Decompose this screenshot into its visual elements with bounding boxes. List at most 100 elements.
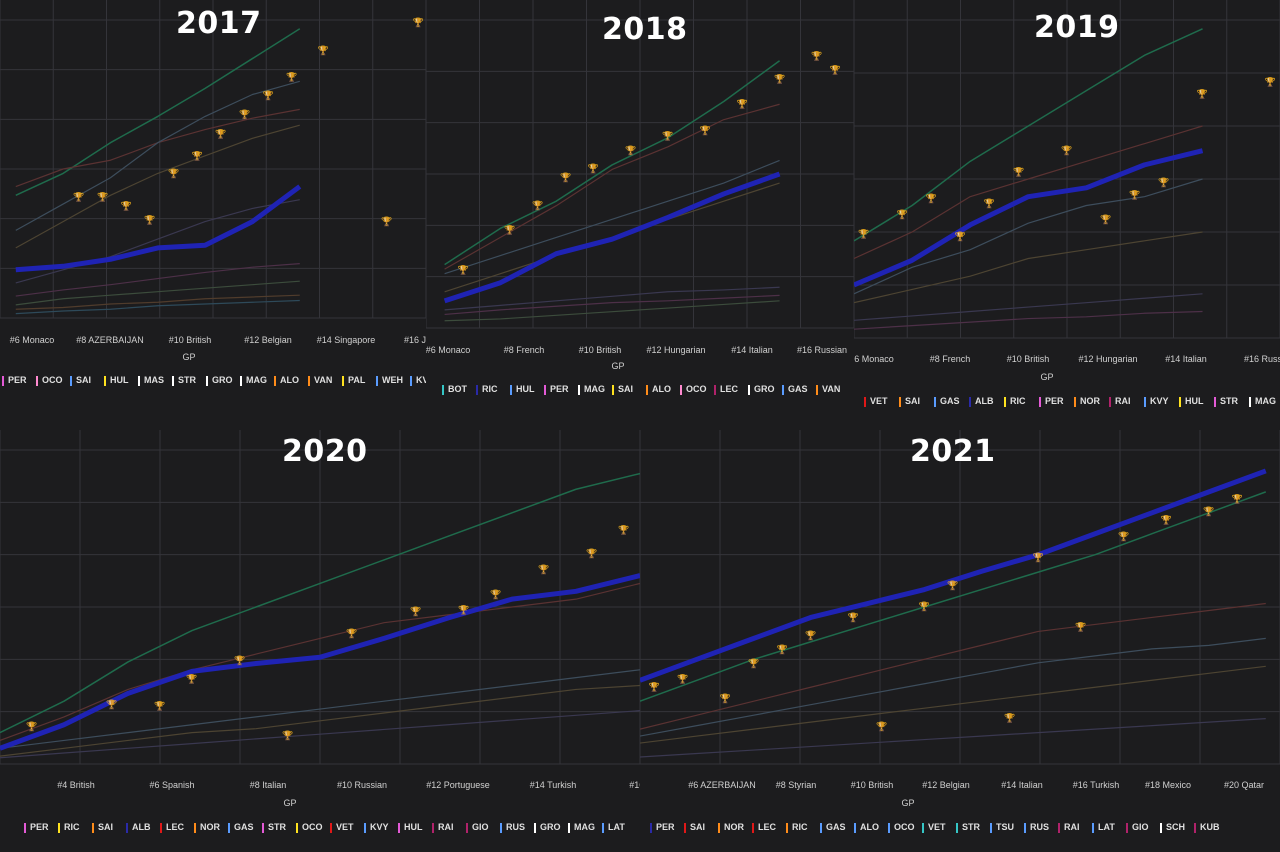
legend-item-gas[interactable]: GAS [228,822,254,833]
legend-item-oco[interactable]: OCO [36,375,63,386]
legend-item-lat[interactable]: LAT [602,822,625,833]
legend-swatch [160,823,162,833]
legend-item-ric[interactable]: RIC [1004,396,1026,407]
x-axis-title: GP [182,352,196,362]
legend-item-rai[interactable]: RAI [1058,822,1080,833]
legend-item-mag[interactable]: MAG [1249,396,1276,407]
legend-item-tsu[interactable]: TSU [990,822,1014,833]
legend-item-per[interactable]: PER [1039,396,1064,407]
legend-item-hul[interactable]: HUL [510,384,535,395]
legend-item-mag[interactable]: MAG [240,375,267,386]
x-tick-label: #8 Styrian [775,780,817,790]
legend-item-sch[interactable]: SCH [1160,822,1185,833]
legend-item-ric[interactable]: RIC [58,822,80,833]
series-line [444,294,780,316]
legend-item-gro[interactable]: GRO [748,384,775,395]
legend-item-rai[interactable]: RAI [432,822,454,833]
legend-item-alo[interactable]: ALO [646,384,671,395]
legend-item-lec[interactable]: LEC [714,384,738,395]
legend-item-lat[interactable]: LAT [1092,822,1115,833]
legend-item-oco[interactable]: OCO [888,822,915,833]
legend-item-gas[interactable]: GAS [820,822,846,833]
legend-item-vet[interactable]: VET [922,822,946,833]
legend-item-ric[interactable]: RIC [476,384,498,395]
legend-item-per[interactable]: PER [24,822,49,833]
trophy-icon: 🏆 [410,606,421,618]
legend-item-gio[interactable]: GIO [1126,822,1149,833]
legend-item-rus[interactable]: RUS [1024,822,1049,833]
trophy-icon: 🏆 [649,681,660,693]
legend-item-lec[interactable]: LEC [160,822,184,833]
legend-item-hul[interactable]: HUL [398,822,423,833]
legend-item-rai[interactable]: RAI [1109,396,1131,407]
x-axis-title: GP [283,798,297,808]
legend-item-gio[interactable]: GIO [466,822,489,833]
legend-item-alo[interactable]: ALO [274,375,299,386]
legend-item-kvy[interactable]: KVY [1144,396,1169,407]
x-tick-label: #16 Turkish [1072,780,1120,790]
legend-item-nor[interactable]: NOR [718,822,744,833]
trophy-icon: 🏆 [106,698,117,710]
x-tick-label: #18 Mexico [1144,780,1192,790]
legend-item-sai[interactable]: SAI [70,375,91,386]
legend-item-kvy[interactable]: KVY [364,822,389,833]
legend-item-gas[interactable]: GAS [782,384,808,395]
legend-item-weh[interactable]: WEH [376,375,403,386]
legend-item-mas[interactable]: MAS [138,375,164,386]
legend-item-ric[interactable]: RIC [786,822,808,833]
legend-item-per[interactable]: PER [650,822,675,833]
series-line [640,637,1266,737]
trophy-icon: 🏆 [413,17,424,29]
legend-item-hul[interactable]: HUL [104,375,129,386]
legend-item-sai[interactable]: SAI [899,396,920,407]
legend-swatch [410,376,412,386]
legend-item-alb[interactable]: ALB [969,396,994,407]
legend-item-bot[interactable]: BOT [442,384,467,395]
legend-item-oco[interactable]: OCO [296,822,323,833]
legend-item-hul[interactable]: HUL [1179,396,1204,407]
legend-item-alb[interactable]: ALB [126,822,151,833]
legend-item-alo[interactable]: ALO [854,822,879,833]
legend-item-per[interactable]: PER [544,384,569,395]
legend-item-sai[interactable]: SAI [92,822,113,833]
legend-item-str[interactable]: STR [1214,396,1238,407]
leader-series-line [640,491,1267,702]
x-tick-label: #8 French [503,345,545,355]
legend-item-rus[interactable]: RUS [500,822,525,833]
legend-swatch [899,397,901,407]
legend-item-nor[interactable]: NOR [194,822,220,833]
legend-item-van[interactable]: VAN [816,384,840,395]
legend-item-pal[interactable]: PAL [342,375,365,386]
legend-item-sai[interactable]: SAI [684,822,705,833]
legend-item-per[interactable]: PER [2,375,27,386]
legend-swatch [398,823,400,833]
legend-item-oco[interactable]: OCO [680,384,707,395]
x-axis-title: GP [611,361,625,371]
legend-swatch [748,385,750,395]
legend-item-lec[interactable]: LEC [752,822,776,833]
legend-item-mag[interactable]: MAG [578,384,605,395]
series-line [15,299,300,315]
legend-item-vet[interactable]: VET [864,396,888,407]
legend-item-str[interactable]: STR [172,375,196,386]
legend-item-van[interactable]: VAN [308,375,332,386]
trophy-icon: 🏆 [748,658,759,670]
x-tick-label: #14 Turkish [529,780,577,790]
legend-item-str[interactable]: STR [262,822,286,833]
legend-item-kub[interactable]: KUB [1194,822,1220,833]
legend-item-gro[interactable]: GRO [206,375,233,386]
trophy-icon: 🏆 [662,130,673,142]
chart-title: 2019 [1034,10,1120,45]
trophy-icon: 🏆 [1232,493,1243,505]
legend-swatch [92,823,94,833]
legend-item-gro[interactable]: GRO [534,822,561,833]
legend-item-vet[interactable]: VET [330,822,354,833]
legend-item-sai[interactable]: SAI [612,384,633,395]
legend-item-mag[interactable]: MAG [568,822,595,833]
legend-item-kvy[interactable]: KVY [410,375,426,386]
x-tick-label: #10 British [850,780,894,790]
legend-item-gas[interactable]: GAS [934,396,960,407]
legend-item-nor[interactable]: NOR [1074,396,1100,407]
trophy-icon: 🏆 [858,228,869,240]
legend-item-str[interactable]: STR [956,822,980,833]
